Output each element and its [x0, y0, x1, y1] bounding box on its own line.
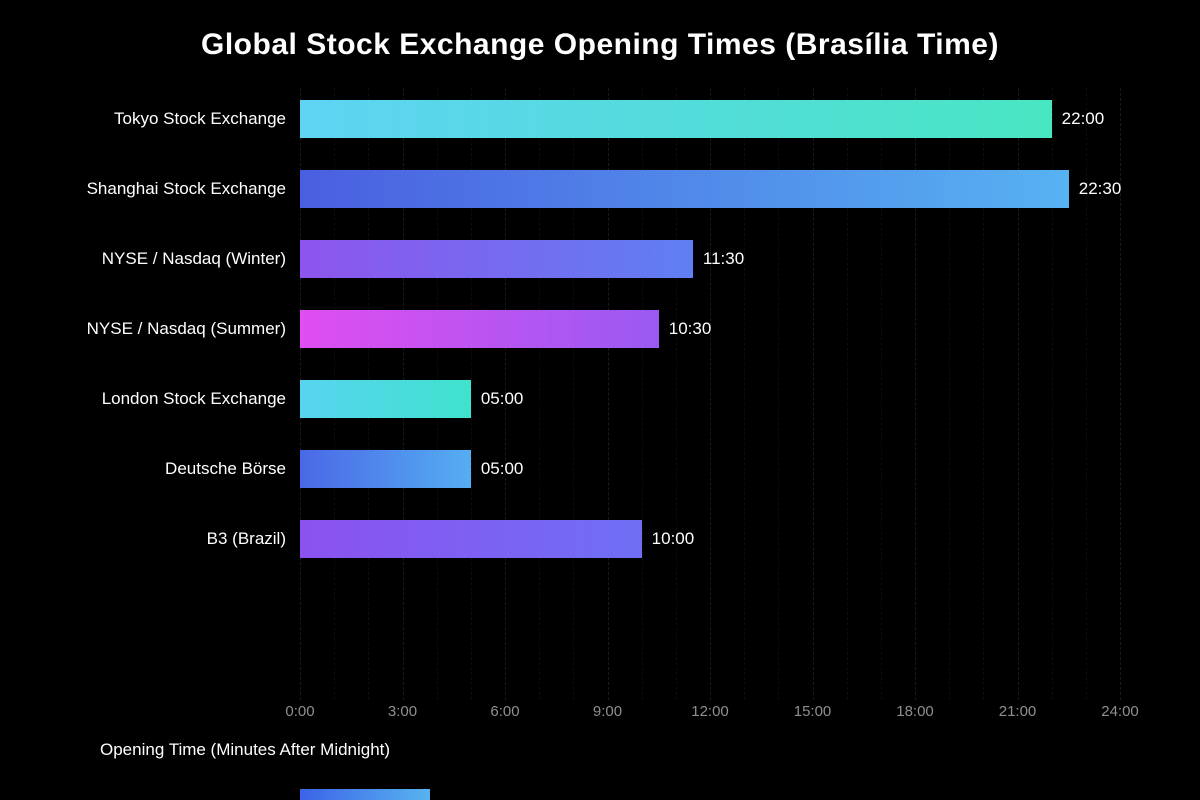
gridline: [915, 88, 916, 700]
value-label: 05:00: [480, 389, 524, 408]
category-label: London Stock Exchange: [101, 389, 286, 408]
gridline: [1085, 88, 1087, 700]
gridline: [983, 88, 985, 700]
bar-row: Shanghai Stock Exchange 22:30: [0, 154, 1200, 224]
x-tick-label: 15:00: [793, 703, 832, 720]
value-label: 22:30: [1078, 179, 1122, 198]
bar: [300, 240, 693, 278]
category-label: NYSE / Nasdaq (Winter): [101, 249, 286, 268]
bar-chart: Tokyo Stock Exchange 22:00 Shanghai Stock …: [0, 84, 1200, 574]
gridline: [880, 88, 882, 700]
x-axis-label: Opening Time (Minutes After Midnight): [100, 740, 391, 759]
gridline: [1017, 88, 1019, 700]
category-label: Tokyo Stock Exchange: [114, 109, 286, 128]
gridline: [539, 88, 541, 700]
bar: [300, 310, 659, 348]
bar: [300, 170, 1069, 208]
gridline: [812, 88, 814, 700]
chart-title: Global Stock Exchange Opening Times (Bra…: [201, 28, 999, 61]
x-tick-label: 0:00: [285, 703, 315, 720]
bar-track: 10:00: [300, 520, 1120, 558]
gridline: [710, 88, 711, 700]
category-label: Shanghai Stock Exchange: [86, 179, 286, 198]
gridline: [846, 88, 848, 700]
value-label: 10:30: [668, 319, 712, 338]
x-tick-label: 9:00: [592, 703, 623, 720]
bar-row: B3 (Brazil) 10:00: [0, 504, 1200, 574]
gridline: [1120, 88, 1121, 700]
gridline: [470, 88, 472, 700]
bar: [300, 450, 471, 488]
bar-row: Deutsche Börse 05:00: [0, 434, 1200, 504]
x-tick-label: 21:00: [998, 703, 1037, 720]
x-tick-label: 24:00: [1101, 703, 1139, 720]
bar: [300, 380, 471, 418]
x-tick-label: 18:00: [896, 703, 934, 720]
bar: [300, 100, 1052, 138]
bar-row: NYSE / Nasdaq (Summer) 10:30: [0, 294, 1200, 364]
category-label: B3 (Brazil): [206, 529, 286, 548]
value-label: 05:00: [480, 459, 524, 478]
bar-track: 10:30: [300, 310, 1120, 348]
clipped-bar-bottom: [300, 789, 430, 800]
bar-track: 05:00: [300, 450, 1120, 488]
x-axis-ticks: 0:00 3:00 6:00 9:00 12:00 15:00 18:00 21:00 24:0…: [285, 703, 1138, 727]
gridline: [607, 88, 609, 700]
category-label: Deutsche Börse: [165, 459, 286, 478]
gridline: [675, 88, 677, 700]
gridline: [949, 88, 951, 700]
x-tick-label: 12:00: [691, 703, 729, 720]
gridline: [505, 88, 506, 700]
bar-row: Tokyo Stock Exchange 22:00: [0, 84, 1200, 154]
gridline: [573, 88, 575, 700]
gridline: [744, 88, 746, 700]
gridline: [641, 88, 643, 700]
value-label: 22:00: [1061, 109, 1105, 128]
bar-track: 22:30: [300, 170, 1122, 208]
value-label: 10:00: [651, 529, 695, 548]
bar-track: 05:00: [300, 380, 1120, 418]
value-label: 11:30: [702, 249, 745, 268]
bar-row: London Stock Exchange 05:00: [0, 364, 1200, 434]
gridline: [778, 88, 780, 700]
category-label: NYSE / Nasdaq (Summer): [86, 319, 286, 338]
bar-row: NYSE / Nasdaq (Winter) 11:30: [0, 224, 1200, 294]
bar: [300, 520, 642, 558]
bar-track: 11:30: [300, 240, 1120, 278]
x-tick-label: 3:00: [387, 703, 418, 720]
gridline: [1051, 88, 1053, 700]
bar-track: 22:00: [300, 100, 1120, 138]
x-tick-label: 6:00: [490, 703, 520, 720]
